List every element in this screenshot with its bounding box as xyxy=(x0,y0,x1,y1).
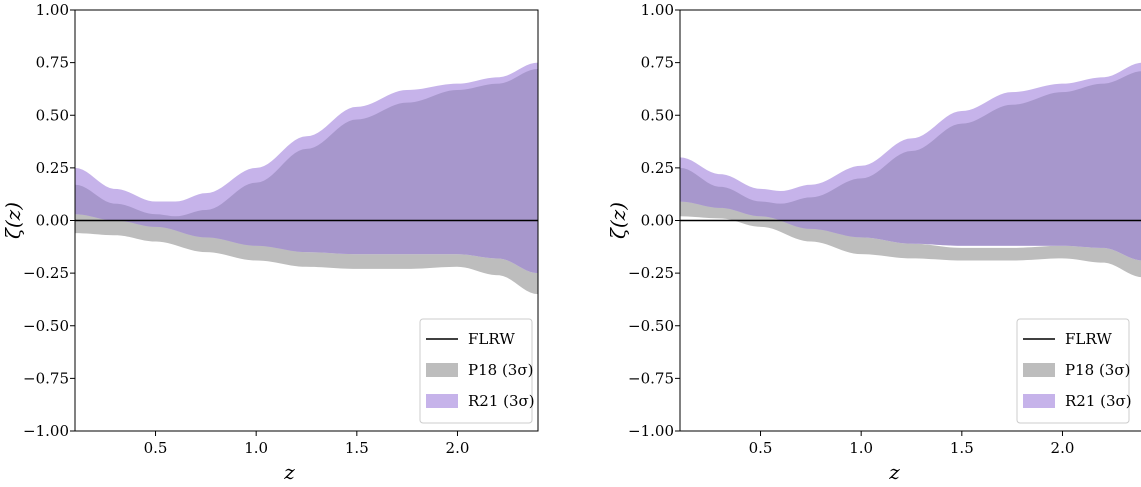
legend-label: P18 (3σ) xyxy=(468,361,533,379)
legend-label: R21 (3σ) xyxy=(468,392,535,410)
y-tick-label: −1.00 xyxy=(23,422,69,440)
x-tick-label: 1.0 xyxy=(244,439,268,457)
y-tick-label: 0.00 xyxy=(36,212,69,230)
plot-area xyxy=(75,62,538,295)
x-tick-label: 1.0 xyxy=(849,439,873,457)
legend: FLRW P18 (3σ) R21 (3σ) xyxy=(1016,318,1132,424)
y-axis-label: ζ(z) xyxy=(1,202,25,239)
x-tick-label: 1.5 xyxy=(345,439,369,457)
legend-label: FLRW xyxy=(468,330,515,348)
y-tick-label: 0.50 xyxy=(36,106,69,124)
x-tick-label: 0.5 xyxy=(144,439,168,457)
legend-swatch-p18 xyxy=(1023,363,1055,377)
x-tick-label: 2.0 xyxy=(446,439,470,457)
y-tick-label: −0.50 xyxy=(23,317,69,335)
x-tick-label: 0.5 xyxy=(749,439,773,457)
y-axis-label: ζ(z) xyxy=(606,202,630,239)
overlap-band xyxy=(680,71,1141,261)
legend-label: R21 (3σ) xyxy=(1065,392,1132,410)
y-tick-label: −1.00 xyxy=(628,422,674,440)
y-tick-label: −0.75 xyxy=(23,369,69,387)
y-tick-label: 0.00 xyxy=(641,212,674,230)
legend-swatch-p18 xyxy=(426,363,458,377)
x-tick-label: 1.5 xyxy=(950,439,974,457)
y-tick-label: 1.00 xyxy=(641,1,674,19)
overlap-band xyxy=(75,68,538,274)
legend: FLRW P18 (3σ) R21 (3σ) xyxy=(419,318,535,424)
panel-1: 1.00 0.75 0.50 0.25 0.00 −0.25 −0.50 −0.75 −1.00… xyxy=(1,1,539,484)
legend-swatch-r21 xyxy=(426,394,458,408)
p18-band xyxy=(680,201,1141,278)
plot-area xyxy=(680,62,1141,278)
y-tick-label: 0.75 xyxy=(36,54,69,72)
y-tick-label: −0.75 xyxy=(628,369,674,387)
y-tick-label: −0.25 xyxy=(23,264,69,282)
y-tick-label: 0.50 xyxy=(641,106,674,124)
y-tick-label: −0.50 xyxy=(628,317,674,335)
y-tick-label: 1.00 xyxy=(36,1,69,19)
y-tick-label: −0.25 xyxy=(628,264,674,282)
y-tick-label: 0.25 xyxy=(36,159,69,177)
legend-label: P18 (3σ) xyxy=(1065,361,1130,379)
x-tick-label: 2.0 xyxy=(1051,439,1075,457)
panel-2: 1.00 0.75 0.50 0.25 0.00 −0.25 −0.50 −0.75 −1.00… xyxy=(606,1,1141,484)
y-tick-label: 0.25 xyxy=(641,159,674,177)
x-axis-label: z xyxy=(283,460,295,484)
legend-label: FLRW xyxy=(1065,330,1112,348)
x-axis-label: z xyxy=(888,460,900,484)
y-tick-label: 0.75 xyxy=(641,54,674,72)
legend-swatch-r21 xyxy=(1023,394,1055,408)
